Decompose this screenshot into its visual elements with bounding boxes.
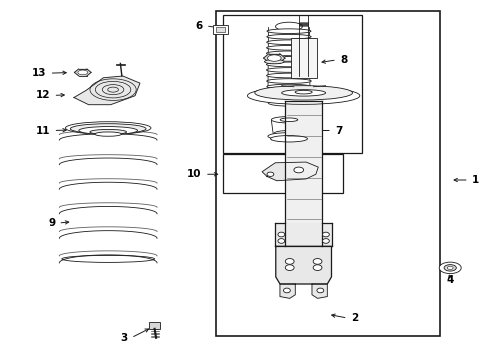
Ellipse shape: [439, 262, 461, 274]
Ellipse shape: [267, 79, 311, 84]
Text: 7: 7: [335, 126, 343, 135]
Polygon shape: [74, 72, 83, 76]
Polygon shape: [264, 54, 274, 58]
Bar: [291, 39, 317, 78]
Ellipse shape: [295, 90, 312, 94]
Ellipse shape: [247, 87, 360, 104]
Bar: [275, 223, 332, 246]
Ellipse shape: [267, 35, 311, 39]
Ellipse shape: [267, 40, 311, 45]
Polygon shape: [280, 284, 295, 298]
Ellipse shape: [267, 45, 311, 50]
Text: 6: 6: [196, 21, 203, 31]
Ellipse shape: [275, 22, 302, 31]
Ellipse shape: [267, 62, 312, 67]
Text: 2: 2: [351, 313, 358, 323]
Bar: [149, 322, 160, 329]
Ellipse shape: [267, 84, 311, 89]
Text: 13: 13: [32, 68, 47, 78]
Polygon shape: [74, 76, 140, 105]
Text: 4: 4: [446, 275, 454, 285]
Ellipse shape: [79, 127, 138, 134]
Ellipse shape: [267, 51, 312, 56]
Ellipse shape: [284, 288, 291, 293]
Text: 1: 1: [472, 175, 479, 185]
Ellipse shape: [267, 73, 311, 78]
Polygon shape: [78, 69, 87, 72]
Text: 5: 5: [307, 51, 314, 61]
Ellipse shape: [268, 133, 310, 140]
Bar: [223, 15, 362, 153]
Ellipse shape: [265, 59, 284, 64]
Polygon shape: [78, 72, 87, 76]
Polygon shape: [264, 58, 274, 63]
Ellipse shape: [294, 167, 304, 173]
Bar: [223, 154, 343, 193]
Ellipse shape: [278, 239, 285, 243]
Ellipse shape: [317, 288, 324, 293]
Ellipse shape: [313, 258, 322, 264]
Ellipse shape: [267, 57, 312, 61]
Polygon shape: [269, 58, 280, 63]
Ellipse shape: [447, 266, 453, 270]
Ellipse shape: [66, 122, 151, 134]
Ellipse shape: [322, 239, 329, 243]
Polygon shape: [83, 72, 91, 76]
Polygon shape: [83, 69, 91, 72]
Ellipse shape: [267, 172, 274, 176]
Polygon shape: [274, 54, 285, 58]
Text: 9: 9: [48, 218, 55, 228]
Ellipse shape: [280, 118, 298, 122]
Ellipse shape: [444, 265, 456, 271]
Ellipse shape: [90, 130, 126, 134]
Ellipse shape: [95, 132, 122, 136]
Text: 11: 11: [36, 126, 50, 135]
Ellipse shape: [274, 131, 304, 136]
Ellipse shape: [267, 68, 312, 72]
Text: 12: 12: [36, 90, 50, 100]
Text: 8: 8: [340, 55, 347, 65]
Ellipse shape: [313, 265, 322, 270]
Ellipse shape: [285, 258, 294, 264]
Polygon shape: [269, 54, 280, 58]
Ellipse shape: [322, 232, 329, 237]
Ellipse shape: [267, 29, 311, 33]
Ellipse shape: [268, 55, 281, 61]
Bar: [285, 101, 322, 246]
Polygon shape: [274, 58, 285, 63]
Text: 10: 10: [187, 169, 202, 179]
Polygon shape: [312, 284, 327, 298]
Bar: [216, 12, 441, 336]
Ellipse shape: [267, 90, 311, 94]
Polygon shape: [262, 162, 318, 181]
Ellipse shape: [271, 117, 307, 123]
Ellipse shape: [285, 265, 294, 270]
Ellipse shape: [71, 124, 146, 134]
Ellipse shape: [270, 135, 307, 142]
Bar: [216, 27, 225, 32]
Ellipse shape: [262, 95, 316, 103]
Ellipse shape: [78, 70, 88, 75]
Polygon shape: [276, 246, 331, 284]
Ellipse shape: [268, 100, 310, 106]
Ellipse shape: [278, 232, 285, 237]
Ellipse shape: [255, 86, 352, 100]
Bar: [213, 25, 228, 34]
Text: 3: 3: [121, 333, 128, 343]
Ellipse shape: [282, 90, 326, 96]
Polygon shape: [74, 69, 83, 72]
